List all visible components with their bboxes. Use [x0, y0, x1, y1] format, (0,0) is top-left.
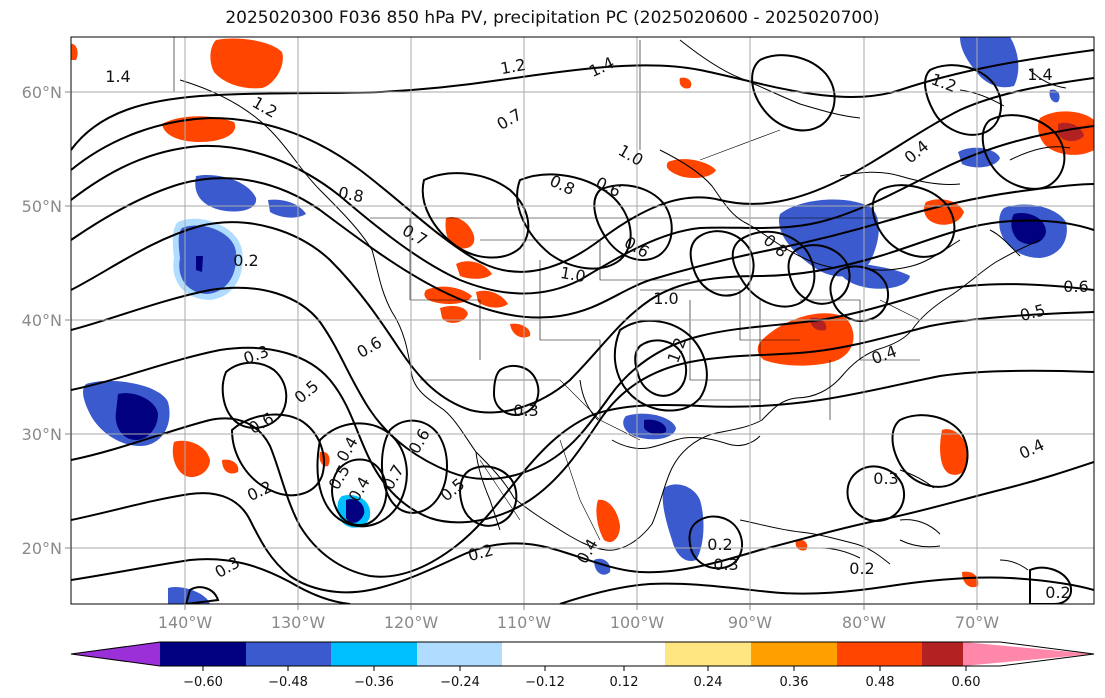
- colorbar-tick-label: −0.60: [183, 675, 223, 690]
- pv-contours: [71, 49, 1094, 604]
- contour-label: 1.4: [105, 67, 130, 86]
- lat-tick-label: 30°N: [22, 425, 62, 444]
- precip-positive-areas: [71, 38, 1094, 588]
- lon-tick-label: 80°W: [842, 613, 886, 632]
- contour-label: 1.0: [559, 263, 587, 286]
- lon-tick-label: 70°W: [955, 613, 999, 632]
- coastlines: [179, 39, 1071, 571]
- colorbar-segment: [922, 642, 963, 666]
- lon-tick-label: 100°W: [610, 613, 665, 632]
- colorbar-tick-label: 0.36: [780, 675, 809, 690]
- lon-tick-label: 120°W: [384, 613, 439, 632]
- colorbar-segment: [246, 642, 331, 666]
- lon-tick-label: 130°W: [271, 613, 326, 632]
- contour-label: 0.8: [337, 183, 365, 206]
- latitude-labels: 60°N 50°N 40°N 30°N 20°N: [22, 83, 62, 558]
- lon-tick-label: 140°W: [158, 613, 213, 632]
- lat-tick-label: 20°N: [22, 539, 62, 558]
- lon-tick-label: 90°W: [728, 613, 772, 632]
- colorbar-segment: [502, 642, 665, 666]
- colorbar-tick-label: −0.24: [440, 675, 480, 690]
- colorbar-segment: [71, 642, 160, 666]
- colorbar-tick-label: 0.24: [694, 675, 723, 690]
- colorbar-outline: [70, 641, 1095, 667]
- colorbar-tick-label: 0.48: [866, 675, 895, 690]
- colorbar-tick-label: −0.48: [268, 675, 308, 690]
- contour-label: 0.3: [513, 401, 538, 420]
- contour-label: 1.2: [499, 55, 527, 78]
- colorbar-tick-label: 0.12: [610, 675, 639, 690]
- colorbar-segment: [963, 642, 1094, 666]
- colorbar-segment: [417, 642, 502, 666]
- lat-tick-label: 60°N: [22, 83, 62, 102]
- colorbar-segment: [665, 642, 751, 666]
- map-title: 2025020300 F036 850 hPa PV, precipitatio…: [225, 8, 880, 28]
- gridlines: [71, 37, 1094, 604]
- contour-label: 0.3: [873, 469, 898, 488]
- lat-tick-label: 40°N: [22, 311, 62, 330]
- contour-label: 0.3: [713, 555, 738, 574]
- contour-label: 1.0: [653, 289, 678, 308]
- colorbar-tick-label: −0.12: [525, 675, 565, 690]
- lon-tick-label: 110°W: [497, 613, 552, 632]
- longitude-labels: 140°W 130°W 120°W 110°W 100°W 90°W 80°W …: [158, 613, 999, 632]
- contour-label: 0.2: [233, 251, 258, 270]
- colorbar-segment: [751, 642, 837, 666]
- contour-label: 0.6: [1063, 277, 1088, 296]
- contour-label: 0.2: [1045, 583, 1070, 602]
- lat-tick-label: 50°N: [22, 197, 62, 216]
- colorbar-tick-label: −0.36: [354, 675, 394, 690]
- colorbar-segment: [837, 642, 922, 666]
- contour-label: 1.4: [1027, 65, 1052, 84]
- colorbar-segment: [331, 642, 417, 666]
- tick-marks: [65, 91, 978, 610]
- contour-label: 0.2: [707, 535, 732, 554]
- colorbar-segment: [160, 642, 246, 666]
- precip-negative-areas: [83, 37, 1067, 604]
- colorbar: −0.60 −0.48 −0.36 −0.24 −0.12 0.12 0.24 …: [70, 641, 1095, 690]
- contour-label: 0.2: [849, 559, 874, 578]
- colorbar-tick-label: 0.60: [952, 675, 981, 690]
